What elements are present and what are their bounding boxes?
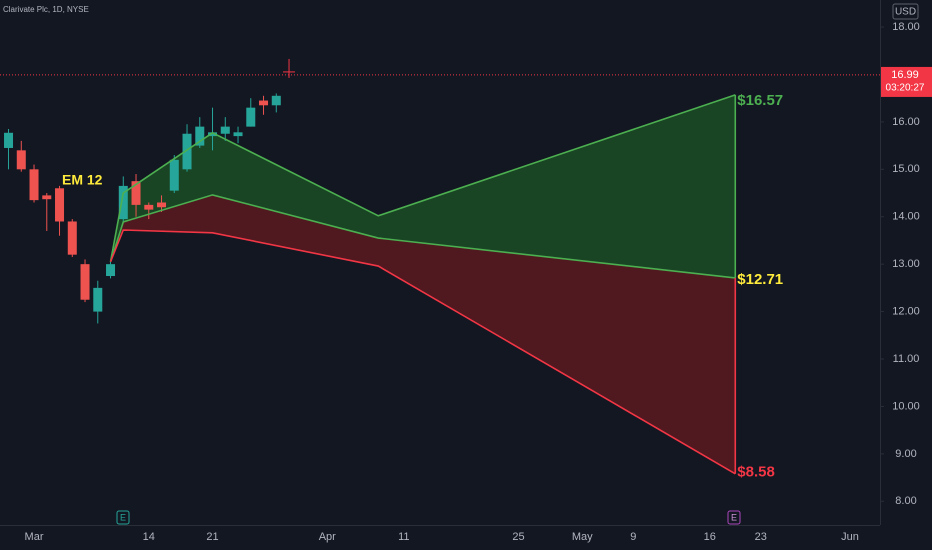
chart-title: Clarivate Plc, 1D, NYSE: [3, 5, 89, 14]
x-tick-label: Jun: [841, 531, 859, 543]
currency-box[interactable]: [892, 3, 919, 20]
annotation: EM 12: [62, 172, 103, 188]
x-tick-label: 23: [755, 531, 767, 543]
x-tick-label: 25: [512, 531, 524, 543]
y-tick-label: 15.00: [892, 163, 920, 175]
countdown-label: 03:20:27: [886, 83, 925, 94]
x-tick-label: Apr: [319, 531, 336, 543]
projection-line: [109, 194, 736, 279]
candle-body: [16, 150, 26, 170]
x-tick-label: 21: [206, 531, 218, 543]
y-tick-label: 8.00: [895, 495, 916, 507]
y-tick-label: 14.00: [892, 211, 920, 223]
x-tick-label: 11: [398, 531, 409, 543]
x-tick-label: Mar: [25, 531, 44, 543]
y-tick-label: 10.00: [892, 400, 920, 412]
candle-body: [42, 195, 52, 200]
candle-body: [182, 133, 192, 170]
projection-label: $12.71: [737, 271, 783, 288]
candle-body: [80, 264, 90, 300]
candle-body: [131, 181, 141, 205]
last-price-box: [881, 66, 932, 97]
candle-body: [169, 159, 179, 191]
projection-label: $8.58: [737, 464, 775, 481]
projection-line: [109, 229, 736, 475]
band-fill: [110, 94, 736, 278]
event-label: E: [731, 512, 737, 522]
candle-body: [55, 188, 65, 222]
currency: USD: [895, 7, 916, 18]
candle-body: [195, 126, 205, 146]
x-tick-label: 14: [143, 531, 155, 543]
event-marker[interactable]: [116, 510, 130, 525]
x-tick-label: 9: [630, 531, 636, 543]
candle-body: [93, 287, 103, 312]
candle-body: [106, 264, 116, 277]
event-label: E: [120, 512, 126, 522]
x-tick-label: 16: [704, 531, 716, 543]
candle-body: [4, 132, 14, 148]
candle-body: [67, 221, 77, 255]
y-tick-label: 11.00: [893, 353, 920, 365]
y-tick-label: 9.00: [895, 448, 916, 460]
event-marker[interactable]: [727, 510, 741, 525]
y-tick-label: 13.00: [892, 258, 920, 270]
x-tick-label: May: [572, 531, 593, 543]
candle-body: [157, 202, 167, 208]
candle-body: [220, 126, 230, 134]
candle-body: [29, 169, 39, 201]
projection-line: [109, 94, 736, 262]
candle-body: [144, 204, 154, 210]
candle-body: [271, 95, 281, 106]
y-tick-label: 16.00: [892, 116, 920, 128]
band-fill: [110, 194, 736, 474]
candle-body: [118, 185, 128, 220]
y-tick-label: 12.00: [892, 305, 920, 317]
candle-body: [233, 132, 243, 137]
candle-body: [246, 107, 256, 127]
candle-body: [208, 132, 218, 137]
candle-body: [259, 100, 269, 106]
last-price-label: 16.99: [891, 69, 919, 81]
projection-label: $16.57: [737, 92, 783, 109]
y-tick-label: 18.00: [892, 21, 920, 33]
